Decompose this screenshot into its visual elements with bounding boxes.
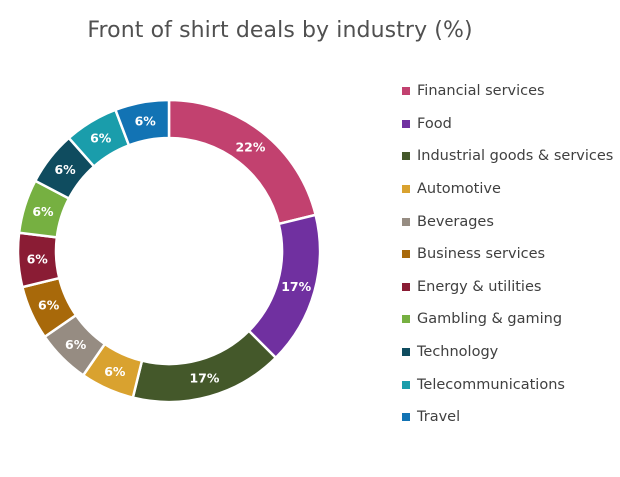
slice-label-1: 17% [281,279,311,294]
legend-item: Gambling & gaming [402,303,613,336]
legend-swatch [402,87,410,96]
slice-label-3: 6% [104,364,126,379]
legend-label: Energy & utilities [417,278,542,295]
legend-label: Financial services [417,83,545,100]
legend-item: Beverages [402,205,613,238]
slice-label-8: 6% [54,162,76,177]
slice-label-2: 17% [189,371,219,386]
legend-item: Energy & utilities [402,271,613,304]
slice-2 [131,329,278,404]
legend-item: Automotive [402,173,613,206]
slice-label-10: 6% [135,114,157,129]
legend-label: Travel [417,409,461,426]
slice-label-9: 6% [90,131,112,146]
legend-swatch [402,250,410,259]
legend-swatch [402,413,410,422]
legend-label: Food [417,115,452,132]
legend-swatch [402,119,410,128]
slice-label-7: 6% [32,204,54,219]
slice-label-6: 6% [27,251,49,266]
legend-swatch [402,217,410,226]
legend-label: Gambling & gaming [417,311,563,328]
legend-label: Industrial goods & services [417,148,614,165]
legend: Financial services Food Industrial goods &… [402,75,613,434]
legend-item: Financial services [402,75,613,108]
legend-item: Technology [402,336,613,369]
slice-label-5: 6% [38,298,60,313]
legend-label: Beverages [417,213,494,230]
legend-swatch [402,282,410,291]
legend-item: Travel [402,401,613,434]
chart-title: Front of shirt deals by industry (%) [87,18,473,43]
donut-slices [16,98,322,404]
legend-swatch [402,185,410,194]
legend-label: Telecommunications [417,376,565,393]
legend-item: Food [402,108,613,141]
legend-swatch [402,152,410,161]
legend-swatch [402,380,410,389]
legend-swatch [402,315,410,324]
legend-item: Telecommunications [402,368,613,401]
legend-label: Technology [417,344,499,361]
slice-0 [167,98,318,226]
legend-item: Industrial goods & services [402,140,613,173]
slice-label-0: 22% [235,140,265,155]
legend-swatch [402,348,410,357]
legend-label: Business services [417,246,546,263]
slice-label-4: 6% [65,337,87,352]
donut-data-labels: 22% 17% 17% 6% 6% 6% 6% 6% 6% 6% 6% [27,114,312,386]
slice-10 [113,98,171,147]
legend-label: Automotive [417,181,501,198]
legend-item: Business services [402,238,613,271]
